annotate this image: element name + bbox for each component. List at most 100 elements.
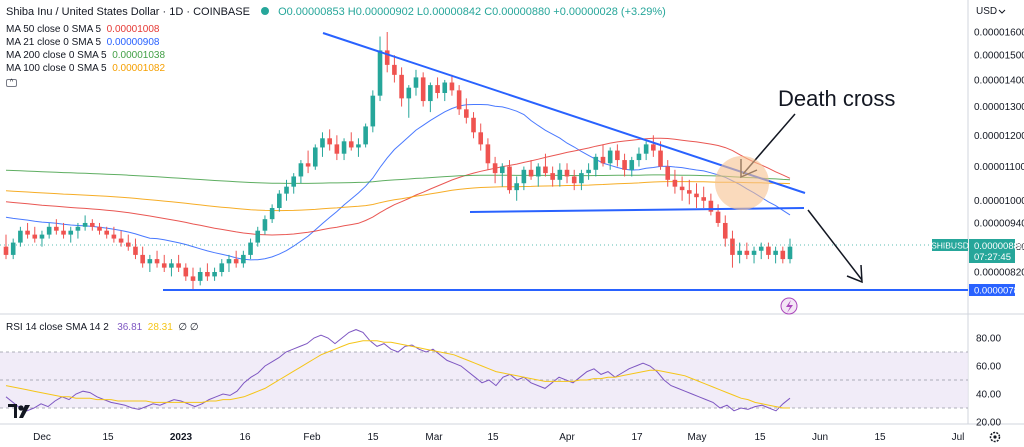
candle: [32, 226, 38, 243]
candle: [600, 144, 606, 167]
candle: [435, 77, 440, 99]
candle: [118, 230, 124, 247]
status-dot-icon: [261, 7, 269, 15]
candle: [636, 147, 642, 167]
candle: [183, 263, 189, 281]
candle: [722, 215, 728, 247]
candle: [219, 259, 225, 277]
currency-label[interactable]: USD: [976, 6, 997, 17]
candle: [61, 222, 66, 239]
support-price-tag: 0.00000780: [969, 284, 1024, 297]
candle: [485, 138, 491, 170]
candle: [744, 242, 750, 260]
time-tick-label: 15: [367, 432, 379, 443]
candle: [169, 259, 174, 277]
candle: [277, 190, 282, 212]
candle: [305, 150, 311, 174]
candle: [456, 85, 462, 115]
candle: [140, 246, 145, 268]
candle: [190, 267, 196, 290]
candle: [392, 55, 397, 83]
candle: [751, 246, 757, 264]
chart-header: Shiba Inu / United States Dollar · 1D · …: [6, 6, 666, 19]
candle: [97, 222, 102, 235]
rsi-extra: ∅ ∅: [178, 322, 199, 333]
candle: [535, 163, 541, 187]
candle: [780, 246, 786, 264]
indicator-ma21[interactable]: MA 21 close 0 SMA 5 0.00000908: [6, 37, 160, 48]
price-tick-label: 0.00000940: [974, 218, 1024, 229]
candle: [471, 112, 476, 139]
rsi-tick-label: 60.00: [976, 362, 1001, 373]
symbol-title[interactable]: Shiba Inu / United States Dollar · 1D · …: [6, 6, 250, 18]
candle: [133, 238, 138, 260]
last-price-tag: SHIBUSD 0.00000880 07:27:45: [931, 239, 1024, 263]
candle: [147, 254, 153, 272]
indicator-ma100[interactable]: MA 100 close 0 SMA 5 0.00001082: [6, 63, 166, 74]
candle: [82, 215, 88, 231]
gear-icon[interactable]: [989, 431, 1001, 443]
candle: [571, 169, 577, 191]
time-tick-label: 15: [487, 432, 499, 443]
candle: [586, 163, 591, 180]
candle: [212, 267, 217, 281]
chevron-down-icon[interactable]: [998, 9, 1006, 14]
candle: [18, 226, 23, 247]
projection-arrowhead-icon: [846, 264, 863, 284]
candle: [291, 173, 297, 194]
time-tick-label: May: [688, 432, 707, 443]
candle: [420, 72, 426, 107]
candle: [284, 179, 289, 201]
rsi-lines: [5, 329, 791, 412]
rsi-tick-label: 20.00: [976, 418, 1001, 429]
candle: [708, 193, 714, 216]
candle: [413, 69, 419, 96]
candle: [464, 98, 469, 124]
time-tick-label: 2023: [170, 432, 193, 443]
rsi-axis[interactable]: 80.00 60.00 40.00 20.00: [976, 334, 1001, 429]
candle: [651, 135, 656, 157]
rsi-tick-label: 80.00: [976, 334, 1001, 345]
candle: [241, 250, 246, 268]
tag-symbol: SHIBUSD: [931, 241, 969, 251]
candle: [68, 226, 74, 243]
time-axis[interactable]: Dec 15 2023 16 Feb 15 Mar 15 Apr 17 May 15 Jun 15 Jul: [33, 432, 964, 443]
candle: [514, 176, 519, 201]
candle: [557, 163, 563, 187]
candle: [90, 219, 95, 231]
candle: [111, 226, 117, 243]
candle: [687, 179, 692, 205]
rsi-sma-value: 28.31: [147, 322, 173, 333]
death-cross-highlight: [715, 156, 769, 210]
candle: [629, 156, 635, 177]
tag-countdown: 07:27:45: [974, 252, 1011, 263]
rsi-legend[interactable]: RSI 14 close SMA 14 2 36.81 28.31 ∅ ∅: [6, 321, 199, 334]
candle: [550, 166, 555, 187]
candle: [679, 176, 685, 201]
candle: [356, 138, 361, 157]
price-tick-label: 0.00001300: [974, 102, 1024, 113]
candle: [176, 254, 181, 272]
collapse-chevron-icon[interactable]: ^: [6, 79, 17, 87]
candle: [197, 267, 203, 286]
candle: [269, 204, 275, 223]
rsi-sma-line: [5, 340, 790, 409]
indicator-ma50[interactable]: MA 50 close 0 SMA 5 0.00001008: [6, 24, 160, 35]
candle: [622, 153, 627, 177]
candle: [39, 230, 45, 247]
candle: [255, 226, 261, 247]
candle: [334, 135, 340, 161]
candle: [25, 222, 30, 239]
time-tick-label: Jun: [812, 432, 828, 443]
indicator-ma200[interactable]: MA 200 close 0 SMA 5 0.00001038: [6, 50, 166, 61]
time-tick-label: Apr: [559, 432, 575, 443]
candle: [298, 160, 304, 184]
candle: [248, 238, 253, 260]
candle: [528, 160, 534, 180]
rsi-label: RSI 14 close SMA 14 2: [6, 322, 109, 333]
candle: [233, 250, 239, 268]
candle: [672, 169, 678, 194]
candle: [384, 32, 390, 73]
price-tick-label: 0.00001100: [974, 162, 1024, 173]
